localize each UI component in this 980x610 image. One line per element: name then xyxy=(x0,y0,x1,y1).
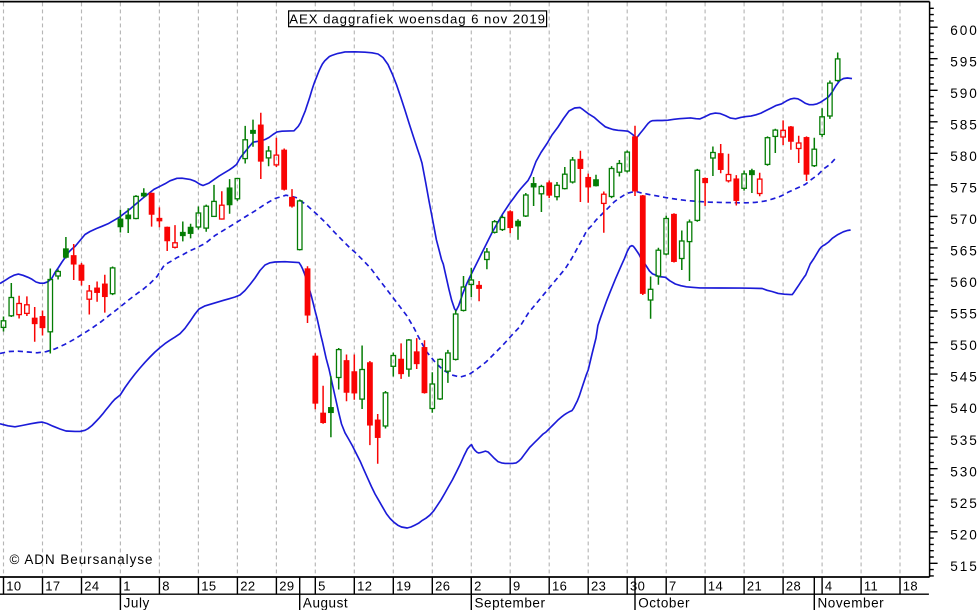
svg-text:555: 555 xyxy=(950,307,978,322)
svg-text:590: 590 xyxy=(950,86,978,101)
svg-text:2: 2 xyxy=(474,578,482,593)
svg-text:29: 29 xyxy=(279,578,294,593)
svg-text:525: 525 xyxy=(950,496,978,511)
svg-text:28: 28 xyxy=(786,578,801,593)
svg-text:580: 580 xyxy=(950,149,978,164)
svg-text:30: 30 xyxy=(630,578,645,593)
svg-text:22: 22 xyxy=(240,578,255,593)
svg-text:21: 21 xyxy=(747,578,762,593)
svg-text:575: 575 xyxy=(950,181,978,196)
svg-text:11: 11 xyxy=(864,578,878,593)
svg-text:550: 550 xyxy=(950,338,978,353)
svg-text:AEX daggrafiek woensdag 6 nov: AEX daggrafiek woensdag 6 nov 2019 xyxy=(289,12,546,27)
svg-text:520: 520 xyxy=(950,527,978,542)
svg-text:26: 26 xyxy=(435,578,450,593)
svg-text:16: 16 xyxy=(552,578,567,593)
svg-text:July: July xyxy=(124,596,150,610)
svg-text:© ADN Beursanalyse: © ADN Beursanalyse xyxy=(10,552,154,567)
svg-text:10: 10 xyxy=(6,578,21,593)
svg-text:September: September xyxy=(475,596,546,610)
svg-text:535: 535 xyxy=(950,433,978,448)
svg-text:November: November xyxy=(818,596,885,610)
svg-text:515: 515 xyxy=(950,559,978,574)
svg-text:540: 540 xyxy=(950,401,978,416)
svg-text:12: 12 xyxy=(357,578,372,593)
svg-text:565: 565 xyxy=(950,244,978,259)
svg-text:600: 600 xyxy=(950,23,978,38)
svg-text:4: 4 xyxy=(825,578,833,593)
svg-text:5: 5 xyxy=(318,578,326,593)
svg-text:595: 595 xyxy=(950,54,978,69)
svg-text:1: 1 xyxy=(123,578,131,593)
svg-text:545: 545 xyxy=(950,370,978,385)
svg-text:570: 570 xyxy=(950,212,978,227)
svg-text:15: 15 xyxy=(201,578,216,593)
svg-text:14: 14 xyxy=(708,578,723,593)
svg-text:August: August xyxy=(303,596,348,610)
svg-text:560: 560 xyxy=(950,275,978,290)
svg-text:24: 24 xyxy=(84,578,99,593)
svg-text:18: 18 xyxy=(903,578,918,593)
svg-text:October: October xyxy=(638,596,690,610)
svg-text:17: 17 xyxy=(45,578,60,593)
svg-text:7: 7 xyxy=(669,578,677,593)
svg-text:9: 9 xyxy=(513,578,521,593)
svg-text:23: 23 xyxy=(591,578,606,593)
svg-text:530: 530 xyxy=(950,464,978,479)
svg-text:8: 8 xyxy=(162,578,170,593)
svg-text:19: 19 xyxy=(396,578,411,593)
svg-text:585: 585 xyxy=(950,117,978,132)
